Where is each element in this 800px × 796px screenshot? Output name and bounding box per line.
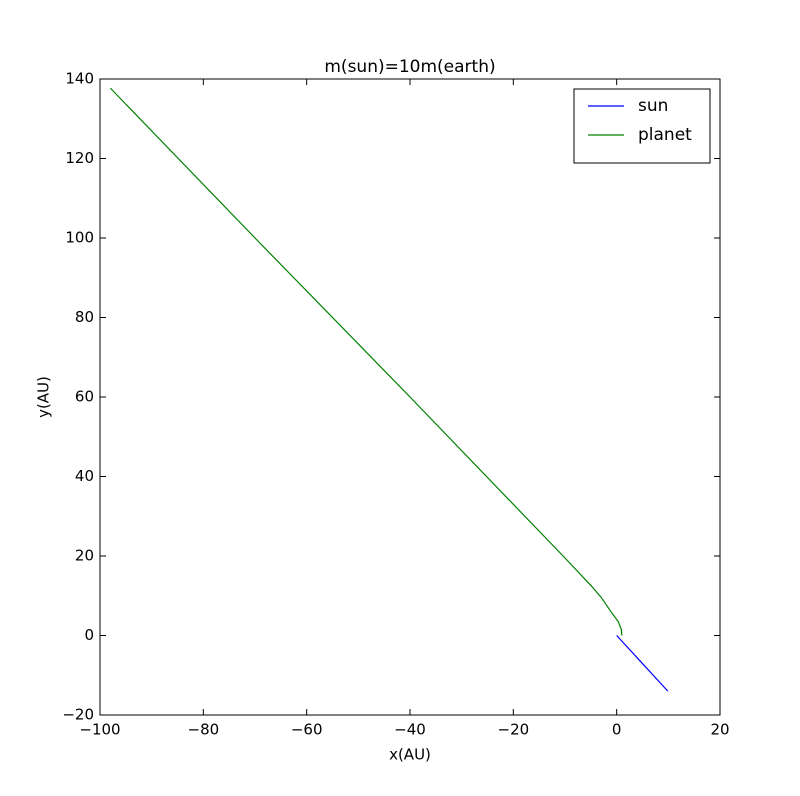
x-tick-label: 0 [612, 721, 622, 739]
legend-label: planet [638, 125, 692, 145]
y-tick-label: 80 [75, 308, 94, 326]
y-tick-label: 120 [65, 149, 94, 167]
y-tick-label: 100 [65, 229, 94, 247]
legend-label: sun [638, 96, 668, 116]
x-tick-label: −40 [394, 721, 426, 739]
y-tick-label: 40 [75, 467, 94, 485]
y-axis-label: y(AU) [35, 376, 53, 418]
series-line [109, 87, 623, 636]
x-tick-label: 20 [710, 721, 729, 739]
x-axis-label: x(AU) [389, 746, 431, 764]
legend: sun planet [573, 88, 711, 164]
y-tick-label: 20 [75, 547, 94, 565]
legend-box [573, 88, 711, 164]
y-tick-label: 0 [84, 626, 94, 644]
x-tick-label: −80 [188, 721, 220, 739]
chart-title: m(sun)=10m(earth) [324, 57, 495, 77]
x-tick-label: −100 [79, 721, 120, 739]
series-line [616, 635, 669, 692]
y-tick-label: 140 [65, 70, 94, 88]
x-tick-label: −60 [291, 721, 323, 739]
y-tick-label: 60 [75, 388, 94, 406]
y-tick-label: −20 [62, 706, 94, 724]
x-tick-label: −20 [498, 721, 530, 739]
